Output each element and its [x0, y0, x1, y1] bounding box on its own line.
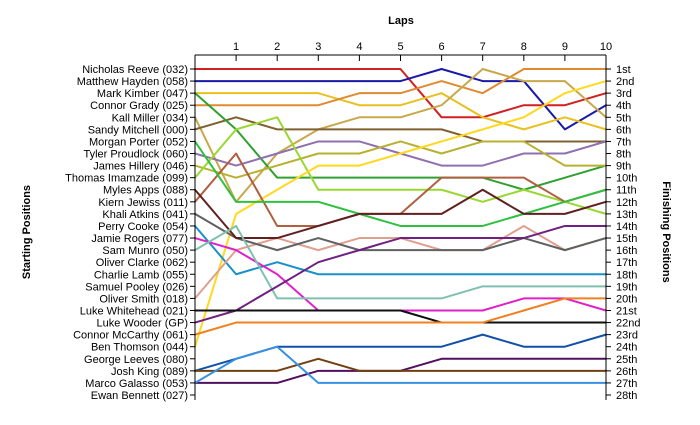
series-line-25: [194, 357, 607, 372]
finishing-label-16: 16th: [616, 245, 637, 257]
finishing-label-15: 15th: [616, 233, 637, 245]
finishing-label-14: 14th: [616, 221, 637, 233]
finishing-label-4: 4th: [616, 100, 631, 112]
x-tick-label-8: 8: [521, 41, 527, 53]
finishing-label-13: 13th: [616, 209, 637, 221]
finishing-label-28: 28th: [616, 390, 637, 402]
x-tick-label-5: 5: [397, 41, 403, 53]
finishing-label-25: 25th: [616, 354, 637, 366]
starting-label-11: Myles Apps (088): [103, 185, 188, 197]
starting-label-5: Kall Miller (034): [112, 112, 188, 124]
starting-label-23: Connor McCarthy (061): [73, 330, 188, 342]
finishing-label-22: 22nd: [616, 318, 640, 330]
finishing-label-9: 9th: [616, 161, 631, 173]
x-tick-label-2: 2: [274, 41, 280, 53]
finishing-label-23: 23rd: [616, 330, 638, 342]
series-line-3: [194, 92, 607, 131]
starting-label-2: Matthew Hayden (058): [77, 76, 188, 88]
starting-label-25: George Leeves (080): [84, 354, 188, 366]
labels-layer: 1 2 3 4 5 6 7 8 9 10 Nicholas Reeve (032) 1st Matthe…: [65, 41, 640, 402]
series-line-19: [194, 224, 607, 300]
starting-label-16: Sam Munro (050): [102, 245, 188, 257]
starting-label-4: Connor Grady (025): [90, 100, 188, 112]
x-tick-label-1: 1: [233, 41, 239, 53]
starting-label-21: Luke Whitehead (021): [80, 305, 188, 317]
starting-label-26: Josh King (089): [111, 366, 188, 378]
finishing-label-17: 17th: [616, 257, 637, 269]
starting-label-1: Nicholas Reeve (032): [82, 64, 188, 76]
starting-label-3: Mark Kimber (047): [97, 88, 188, 100]
series-line-20: [194, 224, 607, 324]
finishing-label-7: 7th: [616, 136, 631, 148]
x-tick-label-6: 6: [439, 41, 445, 53]
x-axis-title: Laps: [388, 15, 414, 27]
finishing-label-10: 10th: [616, 173, 637, 185]
x-tick-label-10: 10: [600, 41, 612, 53]
series-line-4: [194, 68, 607, 107]
left-axis-title: Starting Positions: [21, 185, 33, 279]
series-line-9: [194, 140, 607, 179]
finishing-label-6: 6th: [616, 124, 631, 136]
starting-label-20: Oliver Smith (018): [99, 293, 188, 305]
starting-label-8: Tyler Proudlock (060): [83, 149, 188, 161]
starting-label-27: Marco Galasso (053): [85, 378, 188, 390]
starting-label-22: Luke Wooder (GP): [96, 318, 188, 330]
series-line-10: [194, 116, 607, 215]
starting-label-17: Oliver Clarke (062): [96, 257, 188, 269]
series-line-22: [194, 297, 607, 336]
starting-label-18: Charlie Lamb (055): [94, 269, 188, 281]
series-line-1: [194, 68, 607, 119]
starting-label-6: Sandy Mitchell (000): [88, 124, 188, 136]
finishing-label-11: 11th: [616, 185, 637, 197]
finishing-label-2: 2nd: [616, 76, 634, 88]
starting-label-10: Thomas Imamzade (099): [65, 173, 188, 185]
series-line-6: [194, 116, 607, 143]
series-line-17: [194, 188, 607, 240]
x-tick-label-4: 4: [356, 41, 362, 53]
finishing-label-19: 19th: [616, 281, 637, 293]
starting-label-15: Jamie Rogers (077): [91, 233, 188, 245]
starting-label-14: Perry Cooke (054): [98, 221, 188, 233]
finishing-label-21: 21st: [616, 305, 637, 317]
finishing-label-3: 3rd: [616, 88, 632, 100]
series-line-2: [194, 68, 607, 131]
x-tick-label-3: 3: [315, 41, 321, 53]
finishing-label-1: 1st: [616, 64, 631, 76]
starting-label-24: Ben Thomson (044): [91, 342, 188, 354]
finishing-label-26: 26th: [616, 366, 637, 378]
starting-label-19: Samuel Pooley (026): [85, 281, 188, 293]
finishing-label-24: 24th: [616, 342, 637, 354]
series-line-26: [194, 345, 607, 384]
finishing-label-27: 27th: [616, 378, 637, 390]
finishing-label-20: 20th: [616, 293, 637, 305]
starting-label-12: Kiern Jewiss (011): [98, 197, 188, 209]
series-line-16: [194, 212, 607, 252]
series-layer: [194, 68, 607, 384]
series-line-21: [194, 309, 607, 324]
starting-label-9: James Hillery (046): [93, 161, 188, 173]
starting-label-13: Khali Atkins (041): [102, 209, 188, 221]
axes-layer: [190, 54, 611, 400]
x-tick-label-9: 9: [562, 41, 568, 53]
series-line-11: [194, 80, 607, 348]
series-line-14: [194, 140, 607, 227]
finishing-label-8: 8th: [616, 149, 631, 161]
starting-label-7: Morgan Porter (052): [89, 136, 188, 148]
finishing-label-5: 5th: [616, 112, 631, 124]
finishing-label-12: 12th: [616, 197, 637, 209]
right-axis-title: Finishing Positions: [660, 181, 672, 282]
x-tick-label-7: 7: [480, 41, 486, 53]
starting-label-28: Ewan Bennett (027): [91, 390, 188, 402]
finishing-label-18: 18th: [616, 269, 637, 281]
